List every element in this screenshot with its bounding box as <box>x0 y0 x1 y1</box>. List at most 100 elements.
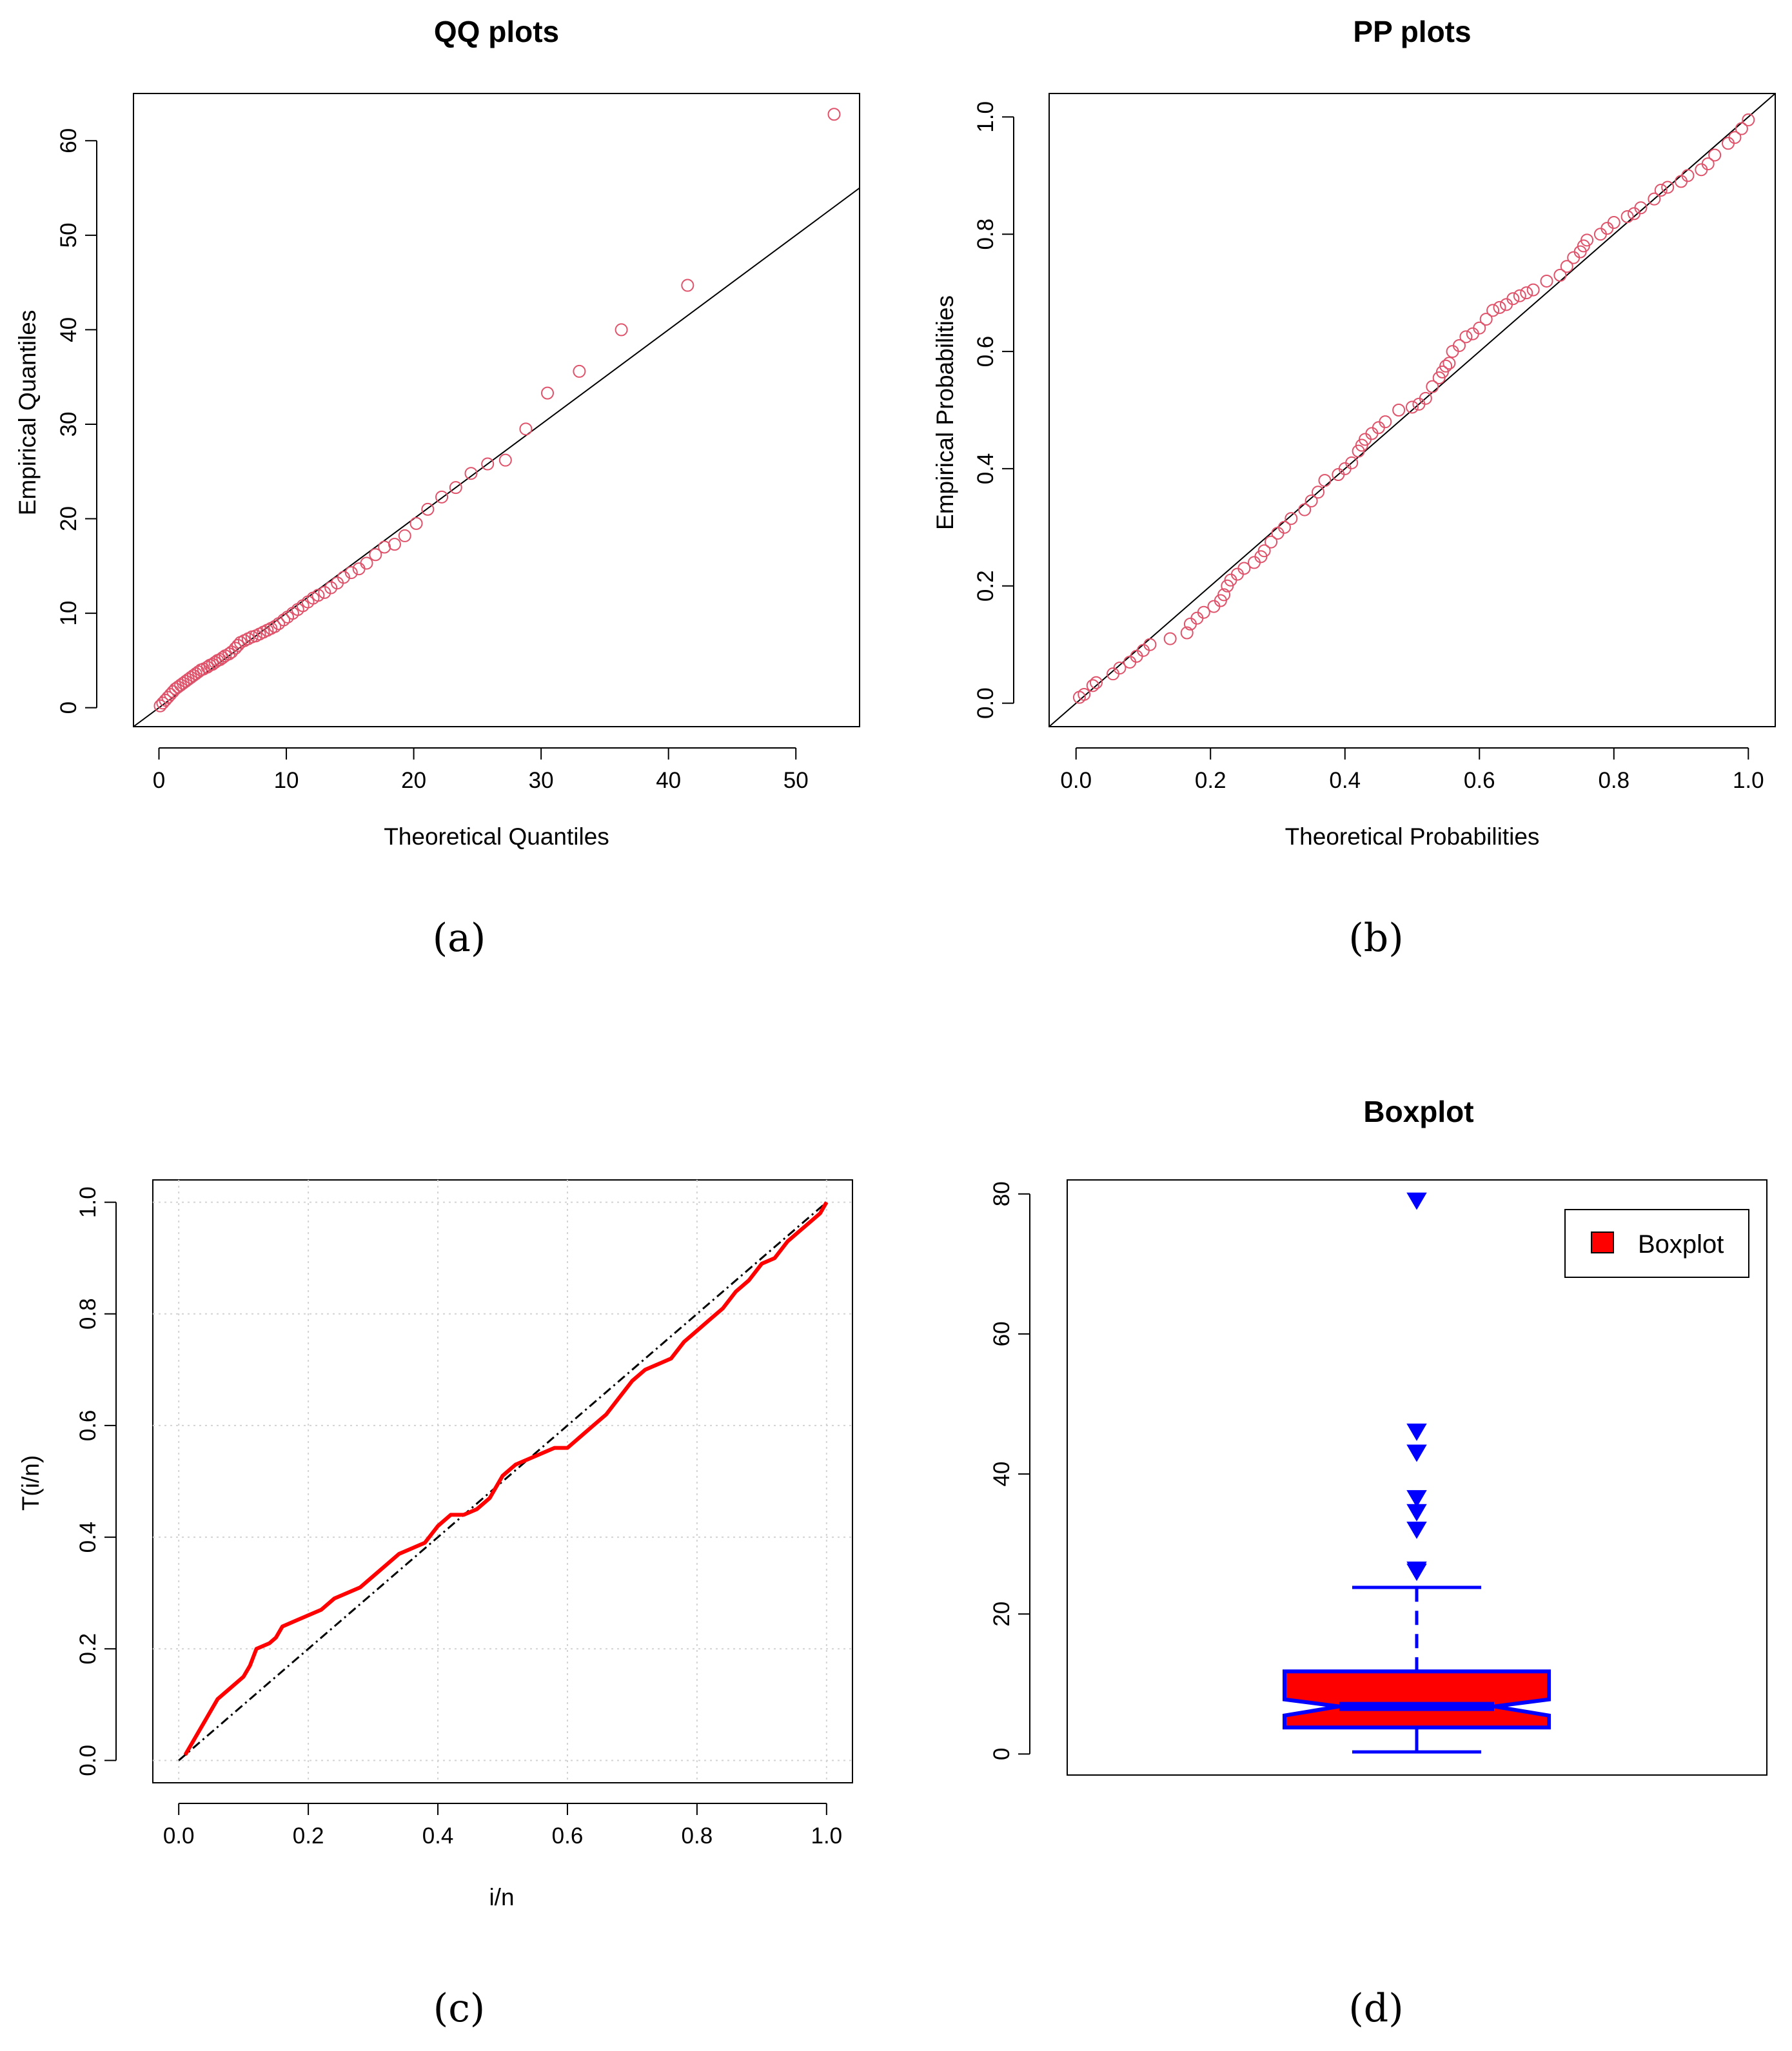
qq-point <box>827 108 841 121</box>
pp-y-tick-label: 0.4 <box>973 453 998 485</box>
pp-point <box>1742 113 1755 126</box>
qq-point <box>481 457 495 471</box>
pp-point <box>1479 313 1493 326</box>
box-y-tick-label: 80 <box>989 1181 1014 1206</box>
pp-point <box>1086 679 1099 692</box>
pp-point <box>1392 404 1406 417</box>
ttt-x-tick-label: 0.8 <box>682 1823 713 1849</box>
outlier-point <box>1406 1521 1427 1539</box>
qq-y-tick-label: 40 <box>56 317 81 342</box>
qq-point <box>449 481 462 495</box>
qq-y-tick-label: 50 <box>56 222 81 248</box>
qq-point <box>388 538 401 551</box>
pp-x-tick-label: 0.2 <box>1195 768 1226 793</box>
pp-point <box>1620 210 1634 223</box>
qq-y-tick-label: 60 <box>56 128 81 153</box>
pp-point <box>1520 286 1533 300</box>
qq-title: QQ plots <box>434 15 559 48</box>
box-body <box>1283 1585 1551 1754</box>
pp-point <box>1089 676 1103 689</box>
ttt-y-tick-label: 0.6 <box>75 1410 101 1442</box>
pp-point <box>1257 544 1271 558</box>
pp-y-tick-label: 0.0 <box>973 687 998 719</box>
pp-point <box>1426 380 1439 393</box>
ttt-x-tick-label: 0.6 <box>552 1823 584 1849</box>
qq-point <box>324 581 338 594</box>
pp-point <box>1735 122 1748 135</box>
pp-point <box>1708 148 1722 162</box>
qq-x-tick-label: 20 <box>401 768 426 793</box>
pp-x-tick-label: 0.4 <box>1329 768 1361 793</box>
pp-x-tick-label: 0.0 <box>1060 768 1092 793</box>
pp-point <box>1143 638 1157 651</box>
qq-x-axis: 0 10 20 30 40 50 <box>153 747 809 793</box>
pp-y-tick-label: 0.6 <box>973 336 998 368</box>
qq-x-tick-label: 10 <box>274 768 299 793</box>
pp-points <box>1072 113 1755 704</box>
pp-point <box>1318 474 1332 487</box>
qq-point <box>277 613 291 627</box>
pp-point <box>1163 632 1177 645</box>
box-y-tick-label: 20 <box>989 1602 1014 1627</box>
pp-reference-line <box>1049 93 1776 727</box>
box-title: Boxplot <box>1363 1095 1473 1128</box>
ttt-grid <box>153 1180 852 1783</box>
pp-point <box>1237 562 1251 575</box>
qq-point <box>369 548 382 562</box>
qq-point <box>268 620 282 633</box>
pp-point <box>1442 357 1456 370</box>
pp-point <box>1285 512 1298 525</box>
pp-x-tick-label: 0.8 <box>1598 768 1630 793</box>
pp-point <box>1452 339 1466 352</box>
panel-a: QQ plots 0 10 20 30 40 50 60 0 10 20 30 40 50 Theor… <box>14 15 860 961</box>
pp-point <box>1607 216 1620 230</box>
ttt-curve <box>183 1201 829 1756</box>
qq-x-tick-label: 0 <box>153 768 165 793</box>
pp-point <box>1728 131 1742 144</box>
qq-x-tick-label: 30 <box>529 768 554 793</box>
pp-point <box>1553 268 1567 282</box>
pp-plot-frame <box>1049 93 1776 727</box>
box-y-tick-label: 60 <box>989 1321 1014 1346</box>
qq-point <box>337 571 350 584</box>
box-y-tick-label: 0 <box>989 1748 1014 1760</box>
qq-y-tick-label: 20 <box>56 506 81 531</box>
caption-c: (c) <box>433 1986 485 2031</box>
pp-point <box>1654 184 1668 197</box>
pp-point <box>1265 535 1278 549</box>
pp-point <box>1298 503 1312 516</box>
pp-point <box>1493 300 1506 314</box>
box-outliers <box>1406 1192 1427 1582</box>
box-y-tick-label: 40 <box>989 1462 1014 1487</box>
pp-point <box>1513 289 1526 302</box>
pp-point <box>1580 233 1594 247</box>
pp-point <box>1439 359 1453 373</box>
pp-point <box>1406 400 1419 414</box>
pp-point <box>1661 181 1675 194</box>
pp-point <box>1379 415 1392 429</box>
qq-point <box>344 566 358 580</box>
pp-y-tick-label: 1.0 <box>973 101 998 133</box>
ttt-y-tick-label: 0.8 <box>75 1298 101 1330</box>
caption-d: (d) <box>1348 1986 1403 2031</box>
qq-points <box>153 108 841 712</box>
outlier-point <box>1406 1490 1427 1508</box>
qq-y-tick-label: 0 <box>56 702 81 714</box>
pp-point <box>1648 192 1661 206</box>
qq-y-tick-label: 30 <box>56 412 81 437</box>
panel-b: PP plots 0.0 0.2 0.4 0.6 0.8 1.0 0.0 0.2 0.4 0.6… <box>932 15 1776 961</box>
qq-x-tick-label: 50 <box>783 768 809 793</box>
caption-b: (b) <box>1348 916 1403 961</box>
pp-point <box>1305 494 1318 507</box>
qq-point <box>398 529 411 542</box>
pp-x-axis: 0.0 0.2 0.4 0.6 0.8 1.0 <box>1060 747 1764 793</box>
ttt-reference-line <box>178 1201 827 1762</box>
qq-y-tick-label: 10 <box>56 601 81 626</box>
ttt-x-tick-label: 0.0 <box>163 1823 195 1849</box>
qq-point <box>464 467 478 480</box>
pp-point <box>1217 588 1231 602</box>
qq-plot-frame <box>133 93 860 727</box>
pp-point <box>1634 201 1648 215</box>
qq-point <box>216 651 230 665</box>
pp-point <box>1506 292 1520 306</box>
